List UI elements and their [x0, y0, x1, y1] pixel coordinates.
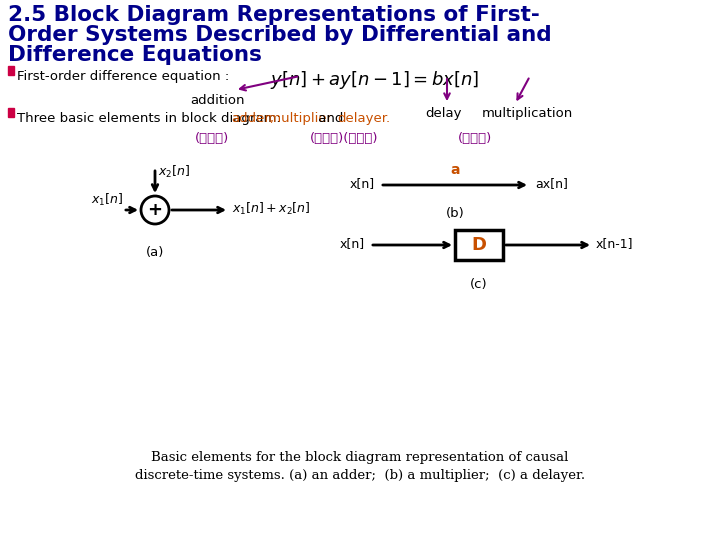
- Text: D: D: [472, 236, 487, 254]
- Text: $x_1[n]$: $x_1[n]$: [91, 192, 123, 208]
- Text: delayer.: delayer.: [337, 112, 390, 125]
- Text: (c): (c): [470, 278, 488, 291]
- Text: discrete-time systems. (a) an adder;  (b) a multiplier;  (c) a delayer.: discrete-time systems. (a) an adder; (b)…: [135, 469, 585, 482]
- Text: $x_2[n]$: $x_2[n]$: [158, 164, 190, 180]
- Text: delay: delay: [425, 107, 462, 120]
- Text: addition: addition: [190, 94, 245, 107]
- Text: multiplier: multiplier: [264, 112, 332, 125]
- Text: (b): (b): [446, 207, 464, 220]
- Bar: [8, 108, 14, 117]
- Text: Three basic elements in block diagram:: Three basic elements in block diagram:: [17, 112, 285, 125]
- Text: $x_1[n]+x_2[n]$: $x_1[n]+x_2[n]$: [232, 201, 310, 217]
- Bar: [455, 230, 503, 260]
- Text: 2.5 Block Diagram Representations of First-: 2.5 Block Diagram Representations of Fir…: [8, 5, 540, 25]
- Text: Basic elements for the block diagram representation of causal: Basic elements for the block diagram rep…: [151, 451, 569, 464]
- Text: (延时器): (延时器): [458, 132, 492, 145]
- Text: (加法器)(乘法器): (加法器)(乘法器): [310, 132, 379, 145]
- Text: x[n]: x[n]: [350, 178, 375, 191]
- Text: ax[n]: ax[n]: [535, 178, 568, 191]
- Text: +: +: [148, 201, 163, 219]
- Text: $y[n]+ay[n-1]=bx[n]$: $y[n]+ay[n-1]=bx[n]$: [270, 69, 480, 91]
- Text: and: and: [314, 112, 348, 125]
- Text: x[n-1]: x[n-1]: [596, 238, 634, 251]
- Text: (方框图): (方框图): [195, 132, 229, 145]
- Text: x[n]: x[n]: [340, 238, 365, 251]
- Text: multiplication: multiplication: [482, 107, 573, 120]
- Text: Order Systems Described by Differential and: Order Systems Described by Differential …: [8, 25, 552, 45]
- Text: Difference Equations: Difference Equations: [8, 45, 262, 65]
- Text: adder,: adder,: [231, 112, 274, 125]
- Text: (a): (a): [146, 246, 164, 259]
- Text: a: a: [450, 163, 460, 177]
- Text: First-order difference equation :: First-order difference equation :: [17, 70, 229, 83]
- Bar: [8, 66, 14, 75]
